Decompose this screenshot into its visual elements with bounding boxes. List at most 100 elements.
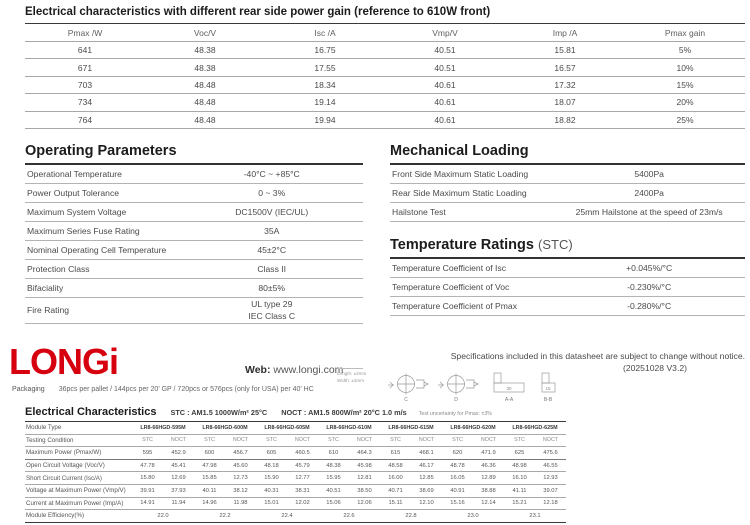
stc-value-cell: 615: [390, 449, 401, 456]
value-col: 48.98 46.55: [504, 463, 566, 469]
table-cell: 671: [77, 62, 93, 73]
stc-value-cell: 15.21: [512, 500, 527, 507]
drawing-dim-aa: 30: [506, 386, 512, 391]
stc-value-cell: 39.91: [140, 487, 155, 494]
table-cell: 40.61: [434, 79, 456, 90]
longi-logo: LONGi: [9, 341, 119, 382]
efficiency-col: 22.8: [380, 513, 442, 519]
table-row: 734 48.48 19.14 40.61 18.07 20%: [25, 94, 745, 112]
table-cell: 40.61: [434, 97, 456, 108]
rear-gain-section: Electrical characteristics with differen…: [25, 6, 745, 129]
packaging-label: Packaging: [12, 386, 45, 393]
row-label: Maximum Series Fuse Rating: [27, 226, 140, 236]
condition-col: STC NOCT: [132, 437, 194, 443]
notice-block: Specifications included in this datashee…: [420, 351, 745, 373]
table-row: 764 48.48 19.94 40.61 18.82 25%: [25, 112, 745, 129]
noct-value-cell: 11.94: [171, 500, 186, 507]
web-label: Web:: [245, 364, 271, 376]
value-col: 595 452.9: [132, 450, 194, 456]
pmax-uncertainty-note: Test uncertainty for Pmax: ±3%: [418, 411, 492, 417]
condition-cell: STC: [390, 437, 401, 444]
column-header: Pmax gain: [664, 27, 706, 38]
condition-col: STC NOCT: [380, 437, 442, 443]
row-label: Temperature Coefficient of Isc: [392, 263, 507, 273]
stc-value-cell: 48.38: [326, 462, 341, 469]
condition-cell: NOCT: [232, 437, 249, 444]
efficiency-cell: 22.0: [157, 512, 169, 519]
electrical-characteristics-header: Electrical Characteristics STC : AM1.5 1…: [25, 406, 566, 422]
value-line: 35A: [264, 225, 280, 236]
table-cell: 641: [77, 45, 93, 56]
noct-value-cell: 471.9: [481, 449, 496, 456]
table-cell: 15.81: [554, 45, 576, 56]
noct-value-cell: 46.17: [419, 462, 434, 469]
condition-col: STC NOCT: [318, 437, 380, 443]
table-cell: 48.38: [194, 62, 216, 73]
row-label: Module Type: [26, 424, 62, 432]
value-col: 15.01 12.02: [256, 500, 318, 506]
stc-value-cell: 14.91: [140, 500, 155, 507]
row-label: Open Circuit Voltage (Voc/V): [26, 462, 105, 470]
table-cell: 5%: [678, 45, 692, 56]
stc-value-cell: 620: [452, 449, 463, 456]
web-url[interactable]: www.longi.com: [273, 364, 344, 376]
value-line: UL type 29: [251, 299, 293, 309]
stc-value-cell: 40.91: [450, 487, 465, 494]
stc-value-cell: 15.06: [326, 500, 341, 507]
value-col: 48.58 46.17: [380, 463, 442, 469]
noct-value-cell: 12.06: [357, 500, 372, 507]
condition-cell: STC: [452, 437, 463, 444]
value-col: 15.85 12.73: [194, 475, 256, 481]
table-row: Hailstone Test 25mm Hailstone at the spee…: [390, 203, 745, 222]
table-row: Temperature Coefficient of Voc -0.230%/°C: [390, 278, 745, 297]
value-line: -0.280%/°C: [627, 300, 672, 311]
drawing-label-bb: B-B: [544, 397, 553, 403]
row-label: Maximum System Voltage: [27, 207, 127, 217]
stc-value-cell: 15.01: [264, 500, 279, 507]
value-line: 0 ~ 3%: [258, 187, 286, 198]
value-col: 48.78 46.36: [442, 463, 504, 469]
efficiency-col: 23.1: [504, 513, 566, 519]
stc-value-cell: 15.16: [450, 500, 465, 507]
stc-value-cell: 48.98: [512, 462, 527, 469]
table-cell: 734: [77, 97, 93, 108]
row-value: 2400Pa: [553, 187, 745, 199]
noct-value-cell: 12.85: [419, 475, 434, 482]
temperature-ratings-suffix: (STC): [538, 237, 573, 252]
operating-parameters-table: Operational Temperature -40°C ~ +85°C Powe…: [25, 165, 363, 324]
row-label: Maximum Power (Pmax/W): [26, 449, 102, 457]
stc-value-cell: 41.11: [512, 487, 527, 494]
value-line: DC1500V (IEC/UL): [235, 206, 309, 217]
value-line: -0.230%/°C: [627, 281, 672, 292]
row-label: Hailstone Test: [392, 207, 446, 217]
table-row: 641 48.38 16.75 40.51 15.81 5%: [25, 42, 745, 60]
packaging-value: 36pcs per pallet / 144pcs per 20' GP / 7…: [58, 386, 314, 393]
frame-detail-drawings: C D A-A B-B 30 15: [388, 372, 556, 403]
value-line: 25mm Hailstone at the speed of 23m/s: [575, 206, 723, 217]
value-col: 615 468.1: [380, 450, 442, 456]
row-value: 80±5%: [180, 282, 363, 294]
value-col: 15.16 12.14: [442, 500, 504, 506]
noct-value-cell: 12.93: [543, 475, 558, 482]
table-cell: 48.48: [194, 79, 216, 90]
table-row: 703 48.48 18.34 40.61 17.32 15%: [25, 77, 745, 95]
table-cell: 16.57: [554, 62, 576, 73]
drawing-dim-bb: 15: [545, 386, 551, 391]
stc-value-cell: 15.11: [388, 500, 403, 507]
table-row: Operational Temperature -40°C ~ +85°C: [25, 165, 363, 184]
module-type-cell: LR8-66HGD-625M: [512, 424, 558, 431]
value-col: 605 460.5: [256, 450, 318, 456]
table-cell: 40.61: [434, 114, 456, 125]
efficiency-cell: 23.1: [529, 512, 541, 519]
row-value: 35A: [180, 225, 363, 237]
table-row: Current at Maximum Power (Imp/A) 14.91 11.…: [25, 498, 566, 511]
condition-cell: NOCT: [294, 437, 311, 444]
table-row: Rear Side Maximum Static Loading 2400Pa: [390, 184, 745, 203]
condition-cell: STC: [204, 437, 215, 444]
table-row: Temperature Coefficient of Pmax -0.280%/°…: [390, 297, 745, 316]
efficiency-cell: 22.8: [405, 512, 417, 519]
value-line: IEC Class C: [248, 311, 296, 322]
stc-value-cell: 16.10: [512, 475, 527, 482]
stc-value-cell: 40.51: [326, 487, 341, 494]
table-row: Protection Class Class II: [25, 260, 363, 279]
